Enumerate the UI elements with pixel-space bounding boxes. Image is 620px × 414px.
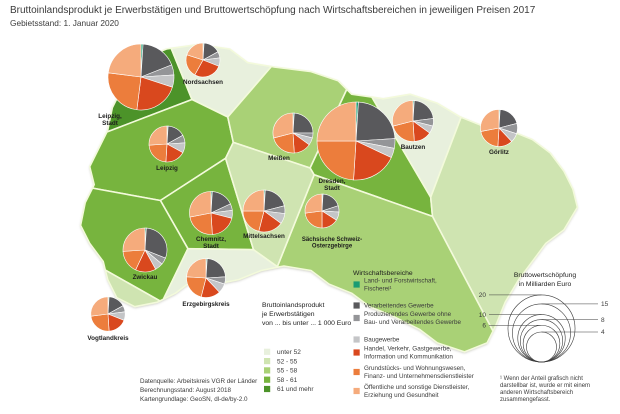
svg-text:Zwickau: Zwickau [133, 274, 158, 281]
svg-text:Land- und Forstwirtschaft,: Land- und Forstwirtschaft, [364, 278, 437, 285]
svg-text:darstellbar ist, wurde er mit: darstellbar ist, wurde er mit einem [500, 383, 590, 389]
svg-text:58 - 61: 58 - 61 [277, 377, 298, 384]
svg-text:4: 4 [601, 329, 605, 336]
svg-text:Produzierendes Gewerbe ohne: Produzierendes Gewerbe ohne [364, 311, 452, 318]
svg-text:unter 52: unter 52 [277, 349, 301, 356]
svg-text:Wirtschaftsbereiche: Wirtschaftsbereiche [353, 270, 413, 277]
svg-text:20: 20 [479, 292, 487, 299]
svg-text:61 und mehr: 61 und mehr [277, 386, 314, 393]
svg-text:Görlitz: Görlitz [489, 149, 509, 156]
svg-text:Bruttowertschöpfung: Bruttowertschöpfung [514, 272, 577, 279]
svg-text:Kartengrundlage: GeoSN, dl-de/: Kartengrundlage: GeoSN, dl-de/by-2.0 [140, 396, 248, 403]
svg-text:Erziehung und Gesundheit: Erziehung und Gesundheit [364, 392, 439, 399]
svg-text:¹ Wenn der Anteil grafisch nic: ¹ Wenn der Anteil grafisch nicht [500, 376, 583, 382]
svg-text:Finanz- und Unternehmensdienst: Finanz- und Unternehmensdienstleister [364, 373, 474, 380]
svg-text:in Milliarden Euro: in Milliarden Euro [519, 281, 572, 288]
svg-text:6: 6 [482, 322, 486, 329]
svg-text:55 - 58: 55 - 58 [277, 368, 298, 375]
svg-text:von ... bis unter ... 1 000 Eu: von ... bis unter ... 1 000 Euro [262, 320, 351, 327]
svg-text:Bautzen: Bautzen [401, 144, 426, 151]
svg-text:52 - 55: 52 - 55 [277, 358, 298, 365]
svg-text:Baugewerbe: Baugewerbe [364, 337, 400, 344]
svg-text:Meißen: Meißen [268, 155, 290, 162]
svg-text:Vogtlandkreis: Vogtlandkreis [87, 335, 129, 342]
svg-text:zusammengefasst.: zusammengefasst. [500, 397, 551, 403]
svg-text:8: 8 [601, 317, 605, 324]
svg-text:Mittelsachsen: Mittelsachsen [243, 233, 285, 240]
svg-text:Bruttoinlandsprodukt: Bruttoinlandsprodukt [262, 302, 324, 309]
svg-text:Öffentliche und sonstige Diens: Öffentliche und sonstige Dienstleister, [364, 383, 469, 391]
svg-text:Leipzig: Leipzig [156, 165, 178, 172]
svg-text:10: 10 [479, 312, 487, 319]
svg-text:Grundstücks- und Wohnungswesen: Grundstücks- und Wohnungswesen, [364, 365, 466, 372]
svg-text:Verarbeitendes Gewerbe: Verarbeitendes Gewerbe [364, 303, 434, 310]
svg-text:Datenquelle: Arbeitskreis VGR: Datenquelle: Arbeitskreis VGR der Länder [140, 378, 257, 385]
svg-text:Nordsachsen: Nordsachsen [183, 79, 223, 86]
svg-text:Bau- und Verarbeitendes Gewerb: Bau- und Verarbeitendes Gewerbe [364, 319, 461, 326]
svg-text:15: 15 [601, 301, 609, 308]
svg-text:Fischerei¹: Fischerei¹ [364, 286, 392, 293]
svg-text:Erzgebirgskreis: Erzgebirgskreis [182, 301, 230, 308]
svg-text:Handel, Verkehr, Gastgewerbe,: Handel, Verkehr, Gastgewerbe, [364, 346, 452, 353]
svg-text:Information und Kommunikation: Information und Kommunikation [364, 354, 453, 361]
svg-text:anderen Wirtschaftsbereich: anderen Wirtschaftsbereich [500, 390, 573, 396]
svg-text:Berechnungsstand: August 2018: Berechnungsstand: August 2018 [140, 387, 232, 394]
svg-text:je Erwerbstätigen: je Erwerbstätigen [261, 311, 315, 318]
